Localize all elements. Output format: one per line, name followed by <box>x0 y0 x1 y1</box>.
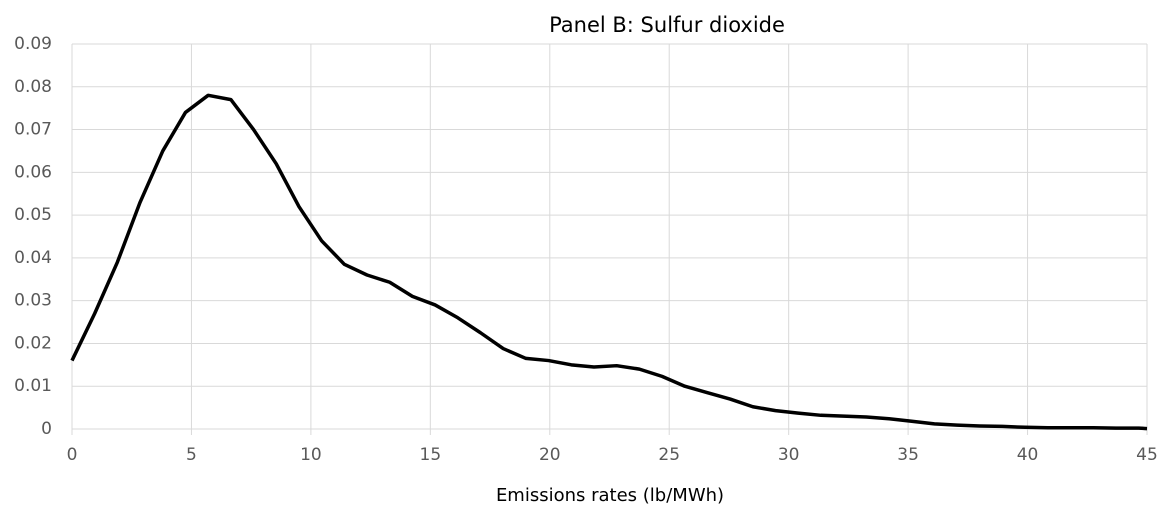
x-axis-label: Emissions rates (lb/MWh) <box>496 485 724 506</box>
chart-title: Panel B: Sulfur dioxide <box>549 13 785 37</box>
x-tick-label: 20 <box>539 445 561 465</box>
y-tick-label: 0.02 <box>14 333 52 353</box>
x-tick-label: 25 <box>658 445 680 465</box>
y-tick-label: 0.05 <box>14 205 52 225</box>
x-tick-label: 35 <box>897 445 919 465</box>
x-tick-label: 10 <box>300 445 322 465</box>
y-tick-label: 0 <box>41 419 52 439</box>
y-tick-label: 0.07 <box>14 120 52 140</box>
y-tick-label: 0.08 <box>14 77 52 97</box>
x-tick-label: 45 <box>1136 445 1158 465</box>
x-tick-label: 5 <box>186 445 197 465</box>
x-tick-label: 15 <box>420 445 442 465</box>
y-tick-label: 0.04 <box>14 248 52 268</box>
x-tick-label: 30 <box>778 445 800 465</box>
y-tick-label: 0.06 <box>14 162 52 182</box>
data-line <box>70 93 1148 431</box>
x-tick-label: 40 <box>1017 445 1039 465</box>
y-tick-label: 0.01 <box>14 376 52 396</box>
y-tick-label: 0.03 <box>14 291 52 311</box>
y-tick-label: 0.09 <box>14 34 52 54</box>
x-tick-label: 0 <box>67 445 78 465</box>
